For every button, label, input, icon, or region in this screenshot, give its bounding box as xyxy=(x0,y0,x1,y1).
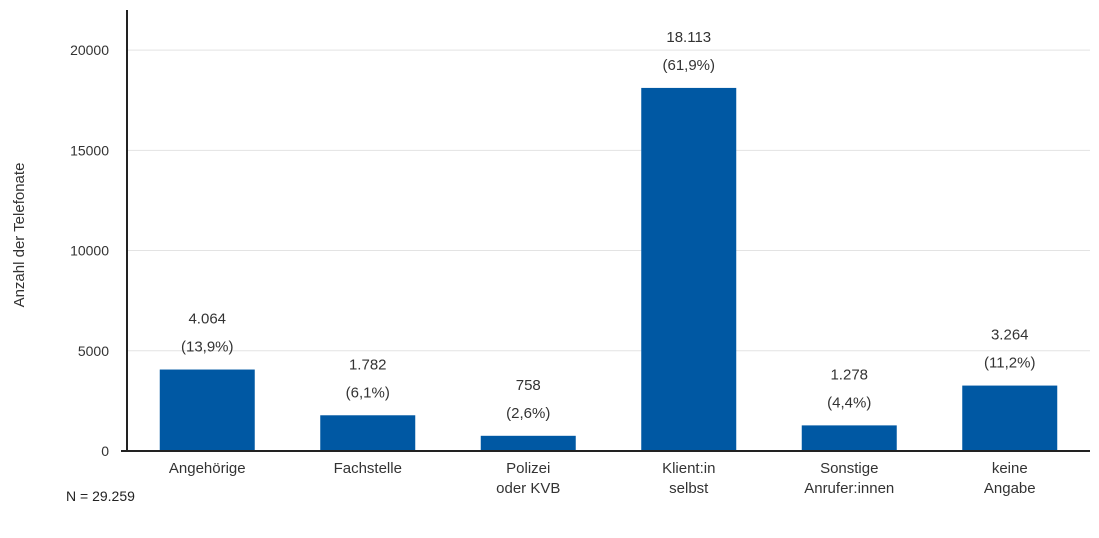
sample-size-note: N = 29.259 xyxy=(66,488,135,504)
x-tick-label: Klient:in xyxy=(662,460,715,477)
data-label-percent: (2,6%) xyxy=(506,405,550,422)
x-tick-label: oder KVB xyxy=(496,480,560,497)
x-tick-labels: Angehörige Fachstelle Polizei oder KVB Klien… xyxy=(169,460,1036,497)
x-tick-label: Sonstige xyxy=(820,460,878,477)
data-label-percent: (6,1%) xyxy=(346,384,390,401)
data-label-percent: (4,4%) xyxy=(827,394,871,411)
axes xyxy=(121,10,1090,452)
bar xyxy=(159,369,255,451)
data-label-percent: (61,9%) xyxy=(662,57,715,74)
y-tick-labels: 0 5000 10000 15000 20000 xyxy=(70,42,109,459)
y-tick-label: 10000 xyxy=(70,243,109,259)
bar xyxy=(962,385,1058,451)
data-label-value: 1.278 xyxy=(830,366,868,383)
bar xyxy=(480,435,576,451)
y-tick-label: 0 xyxy=(101,443,109,459)
data-label-value: 1.782 xyxy=(349,356,387,373)
x-tick-label: Fachstelle xyxy=(334,460,402,477)
data-label-value: 18.113 xyxy=(666,29,711,46)
y-tick-label: 15000 xyxy=(70,142,109,158)
y-tick-label: 5000 xyxy=(78,343,109,359)
data-label-value: 4.064 xyxy=(188,311,226,328)
data-label-percent: (11,2%) xyxy=(984,355,1035,372)
y-tick-label: 20000 xyxy=(70,42,109,58)
bar xyxy=(320,415,416,451)
data-labels: 4.064 (13,9%) 1.782 (6,1%) 758 (2,6%) 18.113 (6… xyxy=(181,29,1035,422)
data-label-value: 3.264 xyxy=(991,327,1029,344)
gridlines xyxy=(127,49,1090,352)
x-tick-label: keine xyxy=(992,460,1028,477)
x-tick-label: Anrufer:innen xyxy=(804,480,894,497)
bar xyxy=(801,425,897,451)
x-tick-label: Angabe xyxy=(984,480,1036,497)
data-label-percent: (13,9%) xyxy=(181,339,234,356)
x-tick-label: Polizei xyxy=(506,460,550,477)
bar xyxy=(641,87,737,451)
x-tick-label: selbst xyxy=(669,480,709,497)
data-label-value: 758 xyxy=(516,377,541,394)
x-tick-label: Angehörige xyxy=(169,460,246,477)
bars xyxy=(159,87,1058,451)
y-axis-label: Anzahl der Telefonate xyxy=(11,163,28,308)
